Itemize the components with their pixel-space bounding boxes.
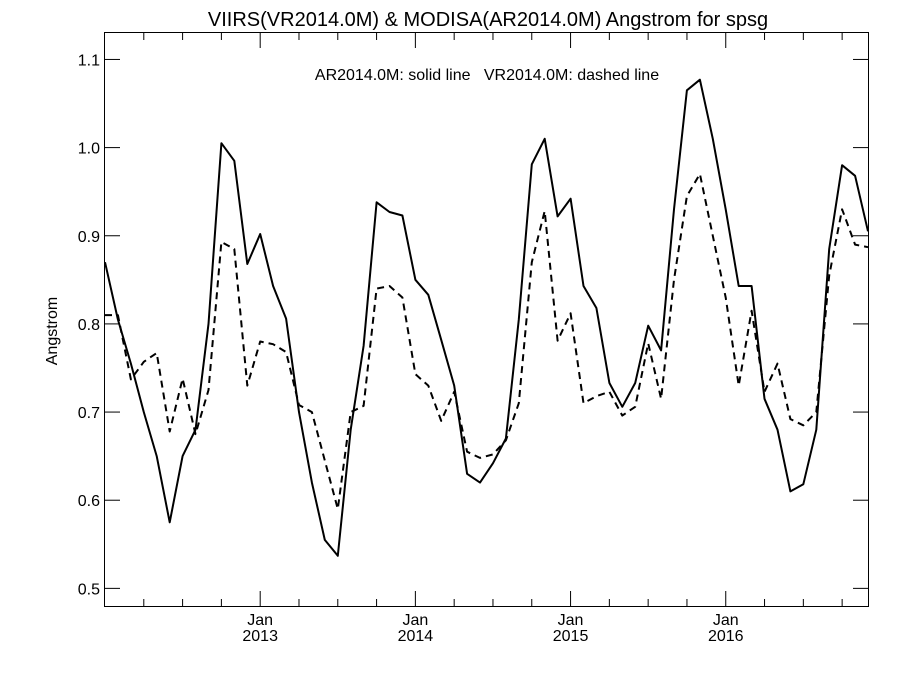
x-tick-label-month: Jan (402, 612, 428, 629)
series-layer (104, 78, 869, 557)
plot-frame (104, 32, 869, 607)
x-tick-label-month: Jan (713, 612, 739, 629)
x-tick-label-year: 2014 (398, 628, 434, 645)
y-tick-label: 1.0 (78, 141, 100, 158)
x-tick-label-year: 2016 (708, 628, 744, 645)
y-tick-label: 0.8 (78, 317, 100, 334)
series-line-dashed (105, 173, 869, 510)
x-tick-label-month: Jan (247, 612, 273, 629)
y-tick-label: 0.6 (78, 493, 100, 510)
y-tick-label: 0.9 (78, 229, 100, 246)
y-tick-label: 1.1 (78, 52, 100, 69)
y-tick-label: 0.7 (78, 405, 100, 422)
y-axis-label: Angstrom (44, 297, 61, 365)
chart-title: VIIRS(VR2014.0M) & MODISA(AR2014.0M) Ang… (208, 9, 768, 31)
legend-annotation: AR2014.0M: solid line VR2014.0M: dashed … (315, 67, 659, 84)
x-tick-label-year: 2013 (242, 628, 278, 645)
x-tick-label-month: Jan (558, 612, 584, 629)
series-line-solid (104, 78, 869, 557)
y-tick-label: 0.5 (78, 581, 100, 598)
x-tick-label-year: 2015 (553, 628, 589, 645)
y-axis-ticks: 0.5 0.6 0.7 0.8 0.9 1.0 1.1 (78, 52, 868, 598)
